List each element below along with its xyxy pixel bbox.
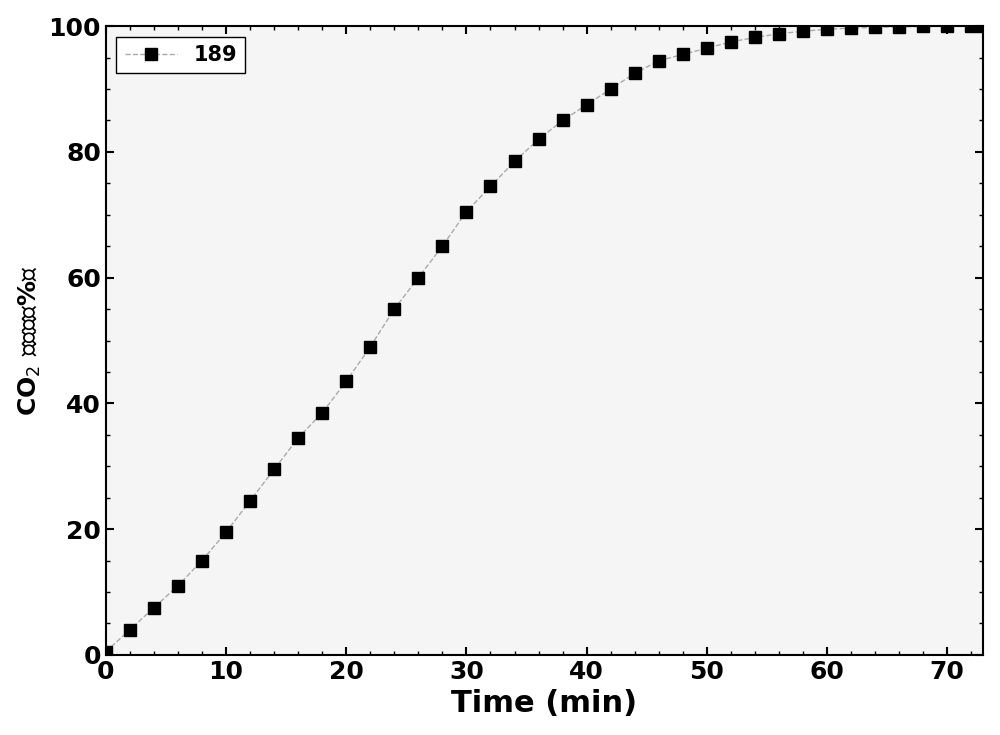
189 — [773, 29, 785, 38]
189 — [148, 603, 160, 612]
189 — [460, 207, 472, 216]
189 — [268, 465, 280, 474]
Legend: 189: 189 — [116, 37, 245, 74]
189 — [869, 23, 881, 32]
189 — [124, 625, 136, 634]
189 — [364, 343, 376, 351]
189 — [172, 581, 184, 590]
Y-axis label: CO$_2$ 饱和度（%）: CO$_2$ 饱和度（%） — [17, 265, 43, 416]
189 — [701, 44, 713, 53]
Line: 189: 189 — [100, 21, 989, 657]
189 — [388, 305, 400, 314]
189 — [965, 22, 977, 31]
189 — [653, 57, 665, 65]
189 — [725, 37, 737, 46]
189 — [436, 242, 448, 251]
189 — [100, 648, 112, 656]
189 — [917, 22, 929, 31]
189 — [605, 85, 617, 93]
189 — [941, 22, 953, 31]
189 — [677, 50, 689, 59]
189 — [533, 135, 545, 144]
189 — [412, 273, 424, 282]
189 — [484, 182, 496, 191]
189 — [292, 434, 304, 442]
189 — [629, 69, 641, 78]
189 — [340, 377, 352, 386]
189 — [509, 157, 521, 166]
189 — [316, 409, 328, 417]
X-axis label: Time (min): Time (min) — [451, 689, 638, 718]
189 — [557, 116, 569, 125]
189 — [244, 496, 256, 505]
189 — [977, 22, 989, 31]
189 — [220, 528, 232, 537]
189 — [196, 556, 208, 565]
189 — [581, 101, 593, 110]
189 — [893, 22, 905, 31]
189 — [845, 24, 857, 32]
189 — [749, 33, 761, 42]
189 — [821, 25, 833, 34]
189 — [797, 26, 809, 35]
